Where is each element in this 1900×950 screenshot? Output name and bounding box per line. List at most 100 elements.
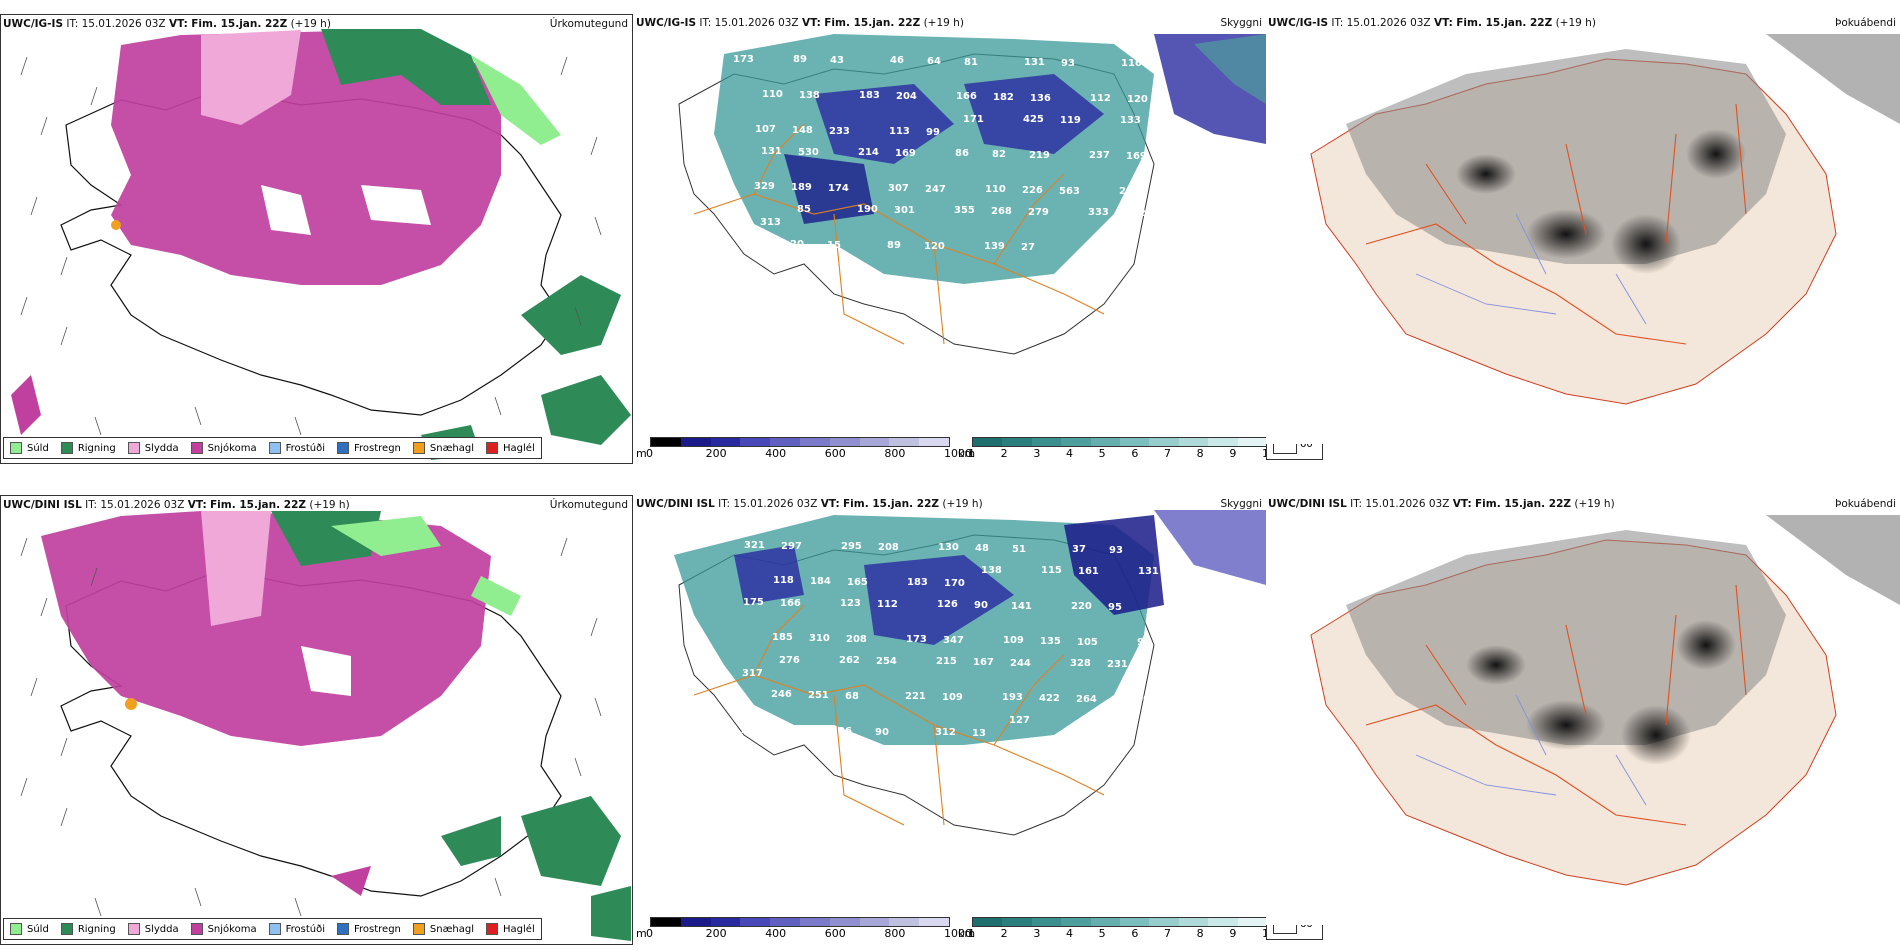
- legend-swatch: [10, 442, 22, 454]
- cloud_base-unit: m: [636, 927, 647, 940]
- cloud-base-value: 27: [1021, 242, 1035, 253]
- vt-label: VT:: [801, 17, 821, 29]
- colorbar-segment: [770, 438, 800, 446]
- colorbar-segment: [973, 438, 1003, 446]
- cloud-base-value: 183: [859, 90, 880, 101]
- legend-item: Haglél: [486, 442, 535, 454]
- cloud-base-value: 254: [876, 656, 897, 667]
- cloud-base-value: 90: [974, 600, 988, 611]
- tick-label: 9: [1229, 927, 1237, 940]
- offset: (+19 h): [1574, 498, 1615, 510]
- colorbar-segment: [770, 918, 800, 926]
- tick-label: 1000: [944, 927, 972, 940]
- legend-label: Frostúði: [285, 442, 325, 454]
- number-labels-2: 321 297 295 208 130 48 51 37 93 118 184 165 183 170 13…: [741, 540, 1159, 739]
- fog-map-1: [1310, 34, 1900, 405]
- cloud-base-value: 169: [895, 148, 916, 159]
- legend-swatch: [337, 442, 349, 454]
- it-value: 15.01.2026 03Z: [100, 499, 185, 511]
- cloud-base-value: 174: [828, 183, 849, 194]
- legend-item: Frostúði: [268, 923, 325, 935]
- it-value: 15.01.2026 03Z: [733, 498, 818, 510]
- cloud-base-value: 126: [937, 599, 958, 610]
- it-value: 15.01.2026 03Z: [1365, 498, 1450, 510]
- precip-legend-2: Súld Rigning Slydda Snjókoma Frostúði Frostre…: [3, 918, 542, 940]
- cloud-base-value: 131: [761, 146, 782, 157]
- cloud-base-value: 208: [846, 634, 867, 645]
- model-name: UWC/IG-IS: [3, 18, 64, 30]
- legend-swatch: [337, 923, 349, 935]
- cloud_base-colorbar: [650, 917, 950, 927]
- cloud-base-value: 167: [973, 657, 994, 668]
- cloud-base-value: 313: [760, 217, 781, 228]
- cloud-base-value: 530: [798, 147, 819, 158]
- legend-label: Súld: [27, 923, 49, 935]
- cloud-base-value: 307: [888, 183, 909, 194]
- cloud-base-value: 112: [1090, 93, 1111, 104]
- cloud-base-value: 182: [993, 92, 1014, 103]
- cloud-base-value: 119: [1060, 115, 1081, 126]
- number-labels-1: 173 89 43 46 64 81 131 93 116 110 138 183 204 166 182 1…: [733, 54, 1148, 253]
- colorbar-segment: [710, 438, 741, 446]
- tick-label: 9: [1229, 447, 1237, 460]
- tick-label: 600: [824, 447, 846, 460]
- vt-value: Fim. 15.jan. 22Z: [191, 18, 288, 30]
- cloud-base-value: 51: [1012, 544, 1026, 555]
- cloud-base-value: 317: [742, 668, 763, 679]
- colorbar-segment: [1061, 918, 1091, 926]
- cloud-base-value: 166: [956, 91, 977, 102]
- vt-label: VT:: [187, 499, 207, 511]
- tick-label: 6: [1131, 447, 1139, 460]
- cloud-base-value: 81: [964, 57, 978, 68]
- it-value: 15.01.2026 03Z: [1346, 17, 1431, 29]
- legend-swatch: [10, 923, 22, 935]
- cloud-base-value: 231: [1107, 659, 1128, 670]
- it-value: 15.01.2026 03Z: [81, 18, 166, 30]
- cloud-base-value: 219: [1029, 150, 1050, 161]
- fog-panel-2: UWC/DINI ISL IT: 15.01.2026 03Z VT: Fim.…: [1266, 495, 1900, 925]
- cloud-base-value: 131: [1138, 566, 1159, 577]
- precip-title-1: Úrkomutegund: [549, 18, 628, 30]
- cloud-base-value: 115: [1041, 565, 1062, 576]
- cloud-base-value: 190: [857, 204, 878, 215]
- cloud-base-value: 252: [1119, 186, 1140, 197]
- colorbar-segment: [1208, 438, 1238, 446]
- cloud-base-value: 333: [1088, 207, 1109, 218]
- colorbar-segment: [973, 918, 1003, 926]
- legend-item: Snæhagl: [412, 442, 474, 454]
- precip-header-1: UWC/IG-IS IT: 15.01.2026 03Z VT: Fim. 15…: [3, 18, 331, 30]
- colorbar-segment: [1002, 918, 1032, 926]
- it-value: 15.01.2026 03Z: [714, 17, 799, 29]
- cloud-colorbars-1: m02004006008001000km12345678910: [636, 437, 1276, 467]
- legend-label: Rigning: [77, 923, 116, 935]
- colorbar-segment: [889, 438, 920, 446]
- legend-swatch: [268, 442, 281, 454]
- precip-title-2: Úrkomutegund: [549, 499, 628, 511]
- cloud-base-value: 90: [875, 727, 889, 738]
- tick-label: 2: [1000, 447, 1008, 460]
- cloud-base-value: 48: [975, 543, 989, 554]
- cloud-base-value: 99: [926, 127, 940, 138]
- cloud-base-value: 136: [1030, 93, 1051, 104]
- fog-header-2: UWC/DINI ISL IT: 15.01.2026 03Z VT: Fim.…: [1268, 498, 1615, 510]
- it-label: IT:: [66, 18, 79, 30]
- cloud-base-value: 93: [1061, 58, 1075, 69]
- cloud-base-value: 133: [1120, 115, 1141, 126]
- offset: (+19 h): [1555, 17, 1596, 29]
- vt-label: VT:: [1433, 17, 1453, 29]
- legend-item: Rigning: [60, 442, 116, 454]
- legend-swatch: [127, 923, 140, 935]
- offset: (+19 h): [290, 18, 331, 30]
- cloud-base-value: 295: [841, 541, 862, 552]
- cloud-base-value: 130: [938, 542, 959, 553]
- cloud-base-value: 46: [890, 55, 904, 66]
- legend-label: Rigning: [77, 442, 116, 454]
- legend-label: Frostregn: [354, 442, 401, 454]
- legend-item: Slydda: [127, 442, 179, 454]
- cloud-base-value: 214: [858, 147, 879, 158]
- tick-label: 200: [705, 927, 727, 940]
- visibility-colorbar: [972, 917, 1268, 927]
- cloud-base-value: 37: [1072, 544, 1086, 555]
- colorbar-segment: [859, 918, 890, 926]
- model-name: UWC/IG-IS: [636, 17, 697, 29]
